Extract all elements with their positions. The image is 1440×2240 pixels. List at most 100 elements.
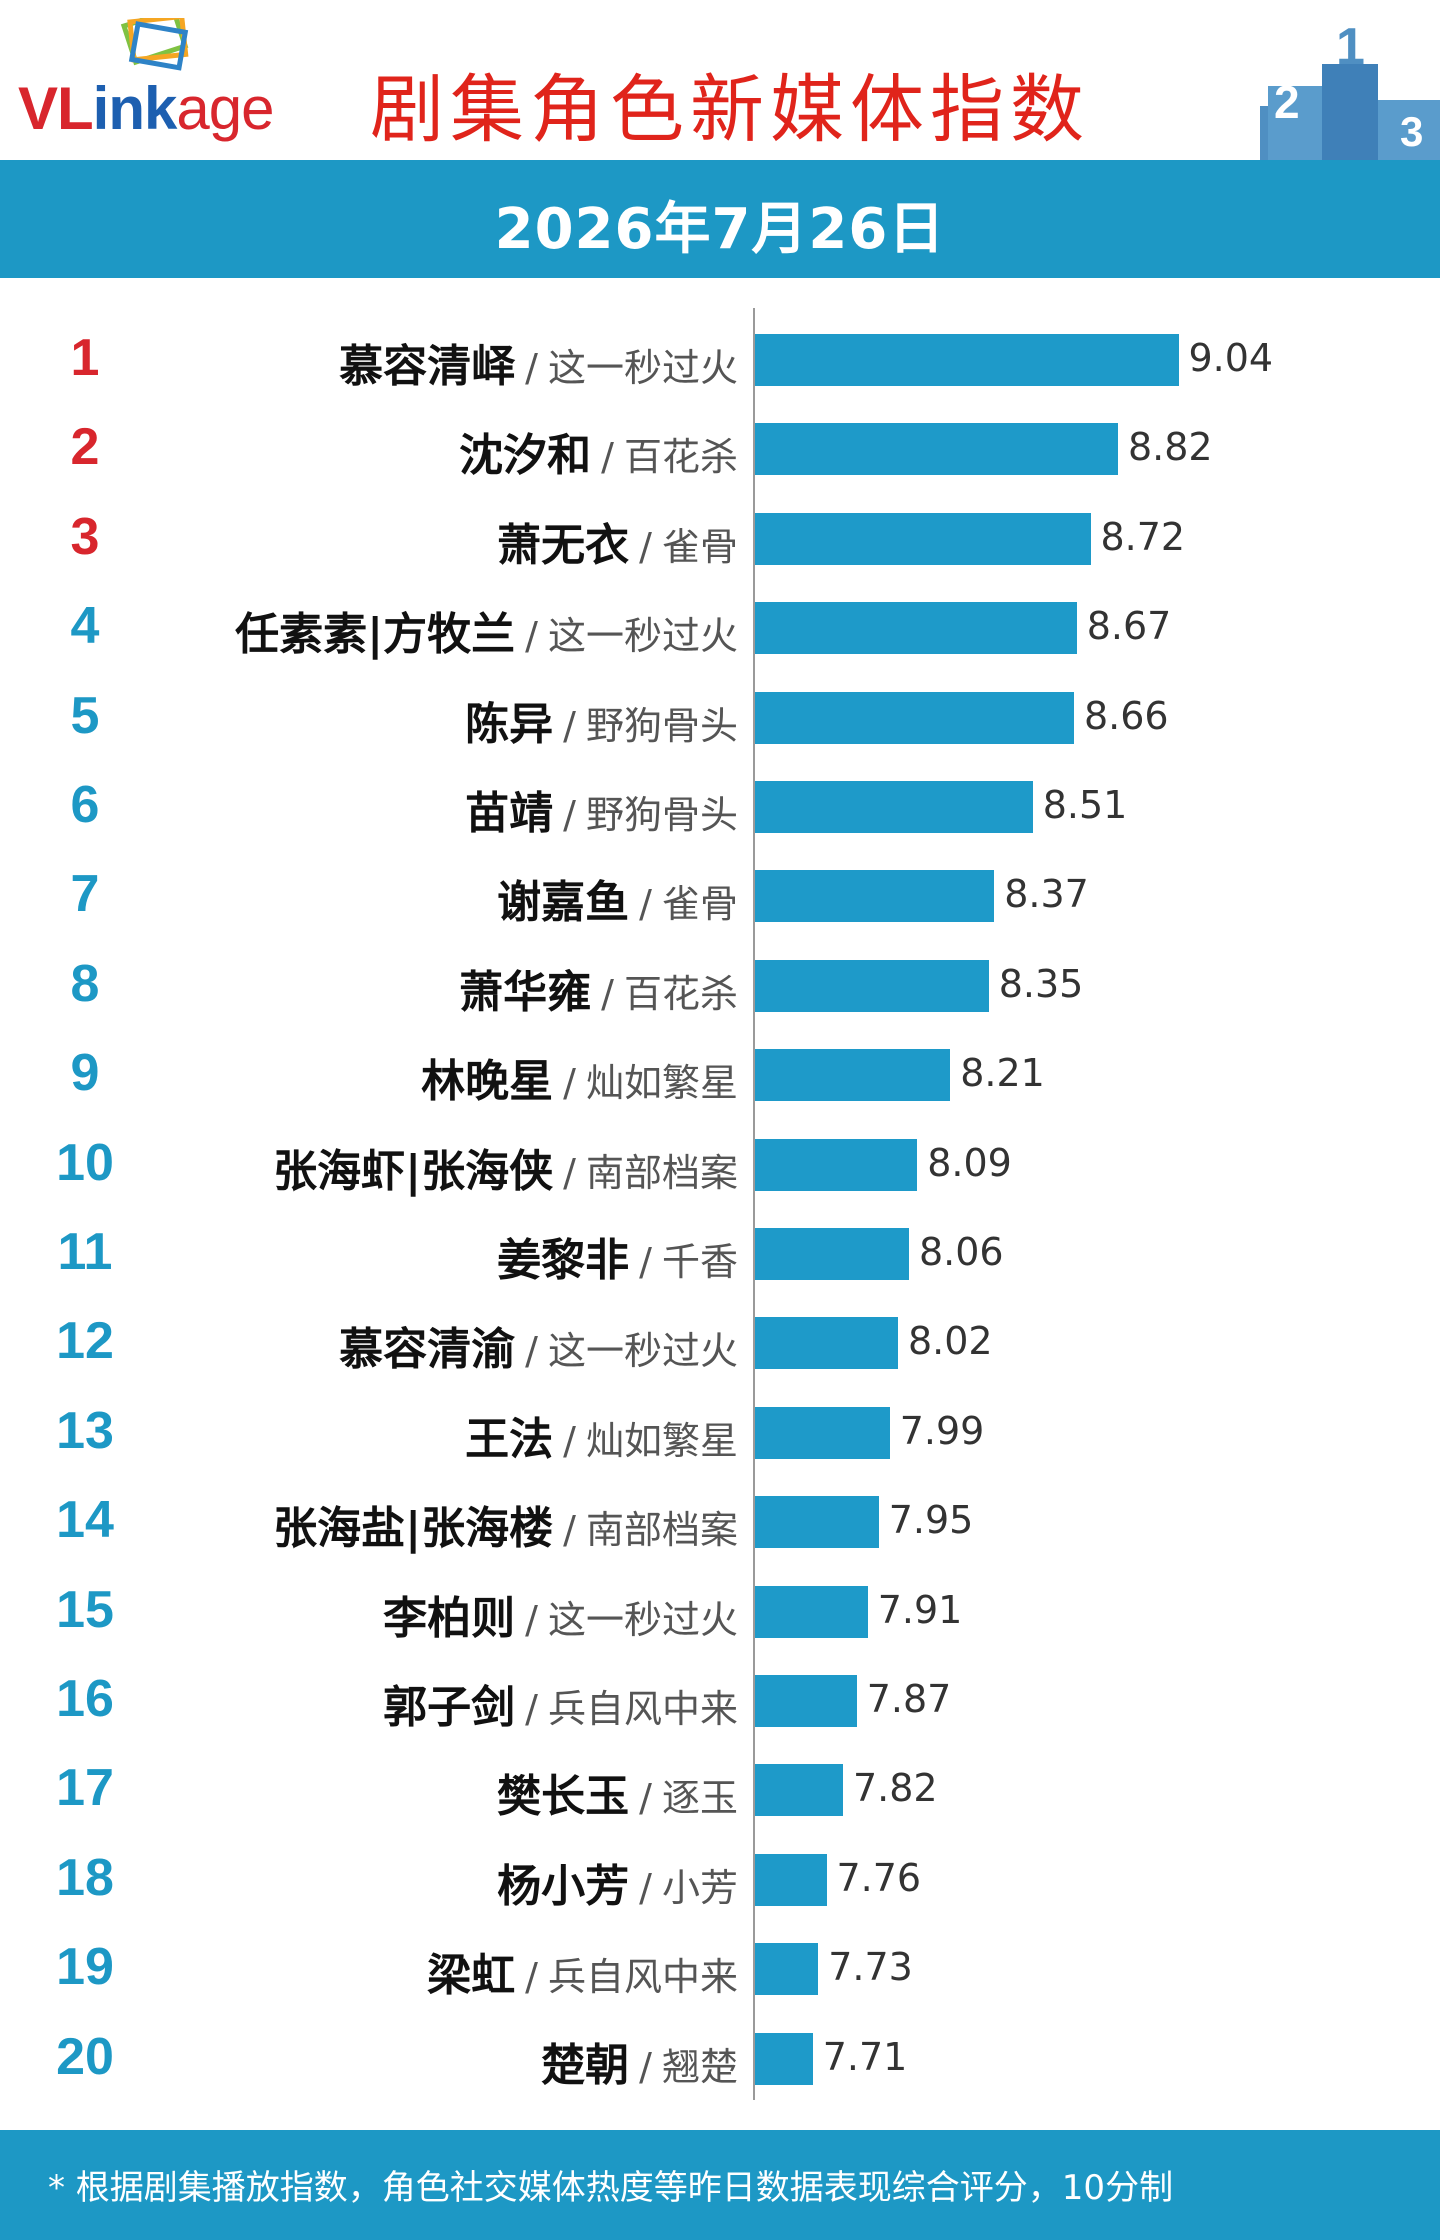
rank-number: 7 (70, 865, 100, 924)
drama-name: 翘楚 (661, 2044, 738, 2089)
role-name: 杨小芳 (497, 1860, 630, 1912)
bar-label: 谢嘉鱼 / 雀骨 (497, 866, 738, 930)
data-label: 7.82 (853, 1766, 938, 1811)
rank-number: 3 (70, 507, 100, 566)
vlinkage-logo: VLinkage (14, 18, 314, 142)
role-name: 姜黎非 (497, 1235, 630, 1286)
rank-number: 19 (56, 1938, 114, 1997)
data-label: 8.51 (1042, 783, 1128, 827)
role-name: 王法 (465, 1413, 554, 1465)
role-name: 郭子剑 (383, 1682, 516, 1733)
rank-number: 4 (70, 597, 100, 656)
rank-number: 10 (56, 1133, 114, 1192)
table-row: 5 陈异 / 野狗骨头 8.66 (0, 672, 1440, 758)
drama-name: 百花杀 (623, 435, 738, 480)
rank-number: 20 (56, 2027, 114, 2086)
table-row: 15 李柏则 / 这一秒过火 7.91 (0, 1566, 1440, 1652)
svg-text:3: 3 (1400, 108, 1423, 155)
bar-label: 萧华雍 / 百花杀 (459, 956, 738, 1020)
data-label: 7.76 (836, 1855, 922, 1900)
drama-name: 这一秒过火 (547, 614, 738, 659)
drama-name: 南部档案 (585, 1150, 738, 1195)
rank-number: 8 (70, 954, 100, 1013)
drama-name: 千香 (661, 1240, 738, 1284)
bar (755, 1049, 951, 1102)
bar (755, 1496, 879, 1549)
bar (755, 1317, 898, 1370)
table-row: 19 梁虹 / 兵自风中来 7.73 (0, 1923, 1440, 2009)
rank-number: 12 (56, 1312, 114, 1371)
table-row: 18 杨小芳 / 小芳 7.76 (0, 1834, 1440, 1920)
data-label: 8.67 (1086, 604, 1172, 649)
role-name: 楚朝 (541, 2039, 630, 2091)
bar-label: 王法 / 灿如繁星 (465, 1403, 738, 1467)
bar-label: 梁虹 / 兵自风中来 (427, 1939, 738, 2003)
role-name: 任素素|方牧兰 (235, 609, 516, 661)
separator: / (639, 524, 652, 569)
bar (755, 781, 1033, 833)
data-label: 8.72 (1100, 514, 1186, 559)
table-row: 20 楚朝 / 翘楚 7.71 (0, 2013, 1440, 2099)
bar (755, 2032, 813, 2085)
table-row: 2 沈汐和 / 百花杀 8.82 (0, 403, 1440, 489)
separator: / (601, 435, 614, 480)
bar (755, 1853, 827, 1906)
bar-label: 杨小芳 / 小芳 (497, 1850, 738, 1914)
bar (755, 959, 989, 1012)
role-name: 张海虾|张海侠 (273, 1145, 554, 1197)
table-row: 16 郭子剑 / 兵自风中来 7.87 (0, 1655, 1440, 1741)
bar-label: 陈异 / 野狗骨头 (465, 688, 738, 752)
data-label: 8.35 (998, 961, 1084, 1006)
table-row: 10 张海虾|张海侠 / 南部档案 8.09 (0, 1119, 1440, 1205)
bar (755, 1943, 819, 1996)
separator: / (525, 1597, 538, 1642)
footer-band: * 根据剧集播放指数，角色社交媒体热度等昨日数据表现综合评分，10分制 (0, 2130, 1440, 2240)
bar (755, 1228, 909, 1280)
bar-label: 张海虾|张海侠 / 南部档案 (273, 1135, 738, 1199)
table-row: 14 张海盐|张海楼 / 南部档案 7.95 (0, 1476, 1440, 1562)
drama-name: 雀骨 (661, 524, 738, 569)
drama-name: 小芳 (661, 1865, 738, 1910)
data-label: 8.02 (908, 1319, 993, 1364)
rank-number: 9 (70, 1044, 100, 1103)
table-row: 6 苗靖 / 野狗骨头 8.51 (0, 761, 1440, 847)
data-label: 7.71 (822, 2034, 908, 2079)
bar (755, 1138, 918, 1191)
separator: / (525, 614, 538, 659)
separator: / (525, 1955, 538, 2000)
table-row: 7 谢嘉鱼 / 雀骨 8.37 (0, 850, 1440, 936)
drama-name: 野狗骨头 (585, 793, 738, 837)
drama-name: 灿如繁星 (585, 1418, 738, 1463)
table-row: 17 樊长玉 / 逐玉 7.82 (0, 1744, 1440, 1830)
separator: / (525, 1329, 538, 1374)
bar-label: 沈汐和 / 百花杀 (459, 419, 738, 483)
table-row: 11 姜黎非 / 千香 8.06 (0, 1208, 1440, 1294)
rank-number: 6 (70, 776, 100, 834)
drama-name: 兵自风中来 (547, 1687, 738, 1731)
drama-name: 这一秒过火 (547, 346, 738, 390)
bar-label: 慕容清峄 / 这一秒过火 (339, 330, 738, 394)
chart-axis-line (753, 308, 755, 2100)
table-row: 9 林晚星 / 灿如繁星 8.21 (0, 1029, 1440, 1115)
bar (755, 602, 1077, 655)
bar (755, 423, 1118, 476)
bar-label: 姜黎非 / 千香 (497, 1224, 738, 1288)
footnote: * 根据剧集播放指数，角色社交媒体热度等昨日数据表现综合评分，10分制 (48, 2168, 1174, 2208)
rank-number: 16 (56, 1670, 114, 1728)
bar (755, 1406, 890, 1459)
role-name: 樊长玉 (497, 1771, 630, 1823)
separator: / (639, 2044, 652, 2089)
role-name: 林晚星 (421, 1056, 554, 1108)
table-row: 3 萧无衣 / 雀骨 8.72 (0, 493, 1440, 579)
drama-name: 野狗骨头 (585, 703, 738, 748)
data-label: 8.66 (1084, 693, 1169, 738)
separator: / (563, 1061, 576, 1106)
data-label: 7.99 (899, 1408, 985, 1453)
date-band: 2026年7月26日 (0, 160, 1440, 278)
bar (755, 1675, 857, 1727)
data-label: 7.87 (866, 1677, 952, 1721)
role-name: 陈异 (465, 698, 554, 750)
data-label: 7.95 (888, 1498, 974, 1543)
